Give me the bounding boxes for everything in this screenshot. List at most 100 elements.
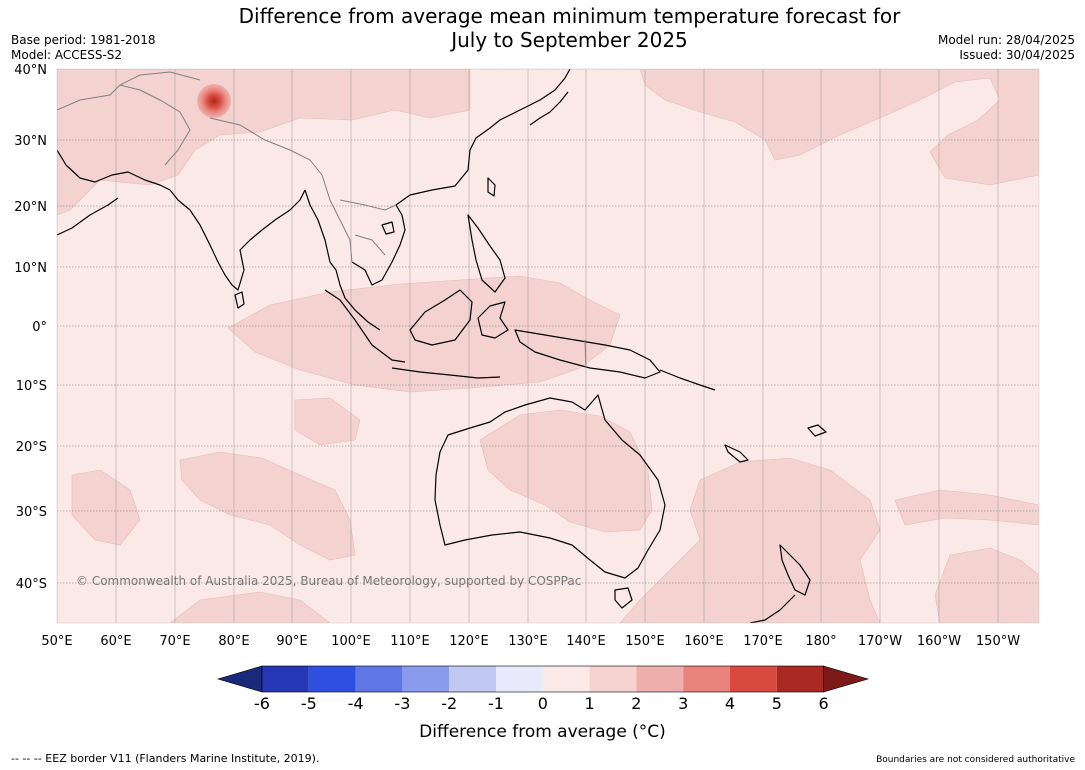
lon-label: 140°E [566,634,606,649]
lon-label: 60°E [100,634,131,649]
colorbar-segment [496,666,543,692]
coast-arabian-peninsula [57,197,119,236]
colorbar-segment [636,666,684,692]
border-central-asia [119,71,201,86]
coast-new-zealand-south [749,594,796,623]
lat-label: 40°S [16,577,47,592]
anomaly-region-south-indian [179,451,356,561]
colorbar-tick-label: -5 [301,694,317,713]
colorbar-tick-label: -2 [441,694,457,713]
coast-philippines [467,214,506,293]
colorbar-segment [542,666,590,692]
colorbar-label: Difference from average (°C) [419,722,666,742]
colorbar-tick-label: -3 [394,694,410,713]
eez-footnote: -- -- -- EEZ border V11 (Flanders Marine… [11,752,320,765]
colorbar-tick-label: 3 [678,694,688,713]
border-laos-cambodia [354,234,386,256]
lon-label: 120°E [449,634,489,649]
colorbar-tick-label: -4 [348,694,364,713]
anomaly-region-australia [479,409,653,533]
colorbar-segment [402,666,450,692]
colorbar-tick-label: 6 [819,694,829,713]
colorbar-segment [776,666,824,692]
lon-label: 180° [805,634,836,649]
title-line-1: Difference from average mean minimum tem… [238,4,901,28]
border-india-china [209,117,323,176]
anomaly-region-west-indian [71,469,141,546]
copyright-text: © Commonwealth of Australia 2025, Bureau… [76,574,581,588]
coast-sulawesi [477,301,509,339]
anomaly-regions-1-2 [57,69,1039,623]
colorbar-tick-label: 2 [631,694,641,713]
country-borders [57,71,587,369]
border-png-indonesia [584,339,587,369]
lon-label: 130°E [508,634,548,649]
lat-label: 30°N [14,134,47,149]
base-period: Base period: 1981-2018 [11,33,156,47]
lon-label: 160°W [917,634,961,649]
coast-taiwan [487,177,496,197]
colorbar-tick-label: 4 [725,694,735,713]
anomaly-region-east-pacific-south [934,547,1039,623]
longitude-labels: 50°E 60°E 70°E 80°E 90°E 100°E 110°E 120°E 130°E… [41,634,1020,649]
coast-hainan [381,221,395,235]
title-line-2: July to September 2025 [451,28,688,52]
lon-label: 110°E [390,634,430,649]
lat-label: 40°N [14,63,47,78]
border-china-laos-vietnam [339,199,397,211]
lon-label: 160°E [684,634,724,649]
coast-gulf-thailand-vietnam [351,204,406,286]
coast-tasmania [614,587,633,609]
coast-java [391,367,501,379]
coast-solomons [659,369,716,391]
meta-right: Model run: 28/04/2025 Issued: 30/04/2025 [938,33,1075,63]
border-iran [57,84,121,111]
lon-label: 80°E [218,634,249,649]
model-run: Model run: 28/04/2025 [937,33,1075,47]
lat-label: 10°N [14,261,47,276]
colorbar-extend-high [823,665,870,693]
coast-new-caledonia [724,444,749,463]
lon-label: 150°E [625,634,665,649]
coast-japan [529,91,569,126]
lat-label: 20°S [16,440,47,455]
lon-label: 170°W [858,634,902,649]
border-myanmar-thailand [321,174,353,263]
coast-sumatra [324,289,406,363]
anomaly-region-east-pacific-band [894,489,1039,526]
colorbar-tick-label: -1 [488,694,504,713]
lon-label: 50°E [41,634,72,649]
coast-new-guinea [514,329,661,379]
lon-label: 150°W [976,634,1020,649]
coast-china-korea-japan [395,69,571,206]
border-afghanistan-pakistan [119,84,191,166]
coast-new-zealand-north [779,544,811,596]
colorbar-segment [449,666,496,692]
latitude-labels: 40°N 30°N 20°N 10°N 0° 10°S 20°S 30°S 40°S [14,63,47,592]
graticule [57,69,1039,623]
lat-label: 30°S [16,505,47,520]
lon-label: 90°E [276,634,307,649]
lon-label: 170°E [743,634,783,649]
colorbar-segment [730,666,777,692]
colorbar-segment [589,666,637,692]
map-frame [56,68,1040,624]
model-name: Model: ACCESS-S2 [11,48,123,62]
anomaly-region-southwest-pacific [619,457,881,623]
lat-label: 20°N [14,200,47,215]
colorbar-frame [261,665,824,693]
anomaly-region-south-asia [57,69,471,216]
map-title: Difference from average mean minimum tem… [0,4,1085,52]
colorbar: -6 -5 -4 -3 -2 -1 0 1 2 3 4 5 6 [216,665,870,713]
colorbar-tick-label: 5 [772,694,782,713]
coast-australia [434,394,666,579]
lon-label: 100°E [331,634,371,649]
colorbar-tick-label: 1 [585,694,595,713]
coast-arabia-india [57,149,306,291]
meta-left: Base period: 1981-2018 Model: ACCESS-S2 [11,33,156,63]
colorbar-extend-low [216,665,263,693]
coast-sri-lanka [234,291,245,309]
colorbar-tick-label: -6 [254,694,270,713]
issued-date: Issued: 30/04/2025 [959,48,1075,62]
